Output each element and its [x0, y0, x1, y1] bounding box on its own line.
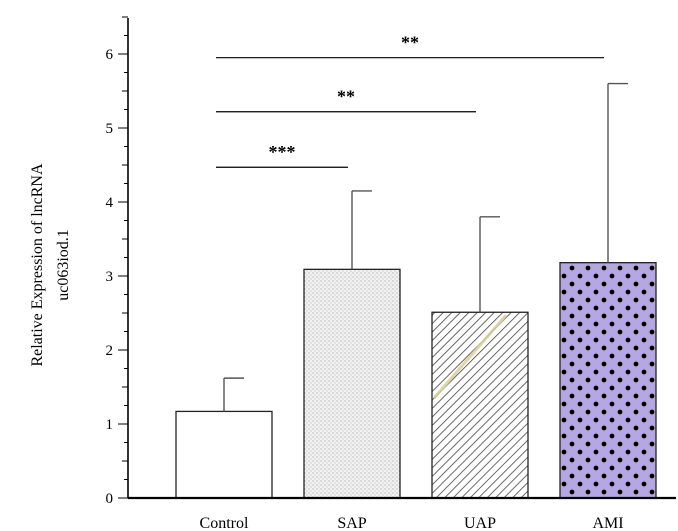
y-tick-label: 4	[106, 195, 114, 211]
y-axis-label-line: uc063iod.1	[55, 229, 72, 301]
bar-sap	[304, 269, 400, 498]
y-axis-label-line: Relative Expression of lncRNA	[29, 163, 46, 367]
x-tick-label: SAP	[337, 515, 366, 531]
significance-brackets: *******	[216, 33, 604, 168]
bar-control	[176, 411, 272, 498]
bar-ami	[560, 263, 656, 498]
significance-label: **	[401, 33, 419, 53]
y-tick-label: 5	[106, 121, 114, 137]
y-axis: 0 1 2 3 4 5 6	[106, 17, 129, 507]
y-tick-label: 0	[106, 491, 114, 507]
bar-uap	[432, 312, 528, 498]
x-tick-label: UAP	[464, 515, 496, 531]
significance-label: **	[337, 87, 355, 107]
y-tick-label: 2	[106, 343, 114, 359]
y-tick-label: 3	[106, 269, 114, 285]
y-axis-label: Relative Expression of lncRNA uc063iod.1	[29, 163, 72, 367]
y-tick-label: 6	[106, 47, 114, 63]
significance-label: ***	[269, 142, 296, 162]
x-tick-label: Control	[200, 515, 249, 531]
bars	[176, 263, 656, 498]
x-axis: Control SAP UAP AMI	[128, 498, 676, 531]
y-tick-label: 1	[106, 417, 114, 433]
x-tick-label: AMI	[592, 515, 623, 531]
